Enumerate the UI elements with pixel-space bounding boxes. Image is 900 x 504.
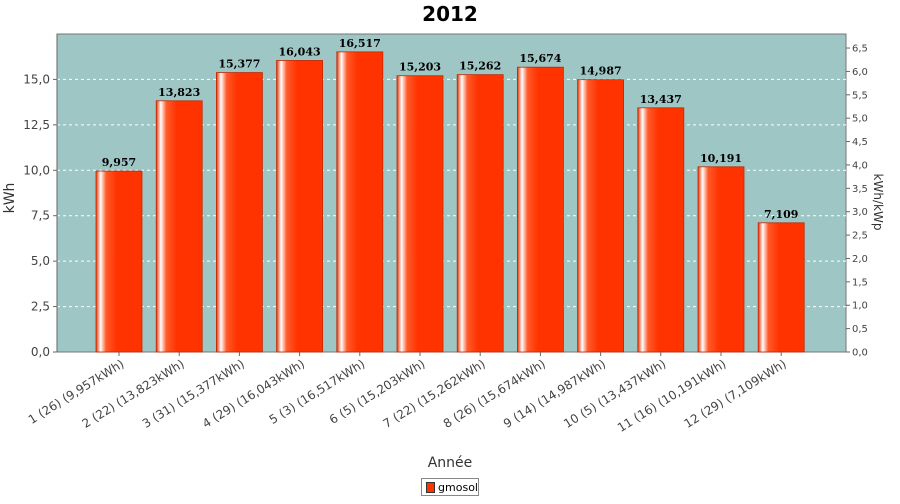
data-label: 14,987 [580, 65, 622, 78]
y2-tick-label: 4,5 [852, 137, 868, 148]
y-axis-label: kWh [2, 183, 18, 214]
bar [336, 51, 384, 353]
y2-tick-label: 4,0 [852, 160, 868, 171]
bar [757, 222, 805, 353]
data-label: 16,043 [279, 45, 321, 58]
legend-swatch [426, 481, 436, 493]
data-label: 13,823 [158, 86, 200, 99]
y2-tick-label: 5,5 [852, 90, 868, 101]
x-tick-label: 8 (26) (15,674kWh) [441, 357, 548, 431]
x-axis-label: Année [428, 455, 473, 471]
y2-axis-label: kWh/kWp [871, 174, 885, 231]
bar [215, 72, 263, 353]
y2-tick-label: 0,0 [852, 348, 868, 359]
bar [697, 166, 745, 353]
y-tick-label: 2,5 [31, 300, 50, 314]
y-tick-label: 5,0 [31, 254, 50, 268]
data-label: 16,517 [339, 37, 381, 50]
y2-tick-label: 3,0 [852, 207, 868, 218]
bar [456, 74, 504, 353]
y-tick-label: 0,0 [31, 345, 50, 359]
x-tick-label: 7 (22) (15,262kWh) [381, 357, 488, 431]
data-label: 9,957 [102, 156, 136, 169]
bar [155, 100, 203, 353]
chart-title: 2012 [422, 2, 478, 26]
y-tick-label: 15,0 [23, 72, 50, 86]
data-label: 15,203 [399, 61, 441, 74]
y-tick-label: 12,5 [23, 118, 50, 132]
x-tick-label: 11 (16) (10,191kWh) [615, 357, 729, 435]
x-tick-label: 4 (29) (16,043kWh) [200, 357, 307, 431]
data-label: 13,437 [640, 93, 682, 106]
y2-tick-label: 0,5 [852, 324, 868, 335]
bar [396, 75, 444, 353]
legend-label: gmosol [438, 480, 478, 494]
y2-tick-label: 6,0 [852, 67, 868, 78]
y2-tick-label: 1,0 [852, 301, 868, 312]
data-label: 15,262 [459, 60, 501, 73]
bar [637, 107, 685, 353]
y2-tick-label: 3,5 [852, 184, 868, 195]
data-labels: 9,957 13,823 15,377 16,043 16,517 15,203 15,26… [102, 37, 799, 221]
data-label: 10,191 [700, 152, 742, 165]
x-tick-label: 1 (26) (9,957kWh) [26, 357, 127, 427]
y-tick-label: 10,0 [23, 163, 50, 177]
bar [577, 79, 624, 353]
bars [95, 51, 805, 353]
x-tick-label: 2 (22) (13,823kWh) [80, 357, 187, 431]
y-tick-label: 7,5 [31, 209, 50, 223]
bar [276, 60, 324, 353]
y2-tick-label: 1,5 [852, 277, 868, 288]
data-label: 15,674 [519, 52, 561, 65]
x-axis: 1 (26) (9,957kWh)2 (22) (13,823kWh)3 (31… [26, 352, 789, 435]
y2-tick-label: 2,0 [852, 254, 868, 265]
legend: gmosol [421, 478, 479, 496]
x-tick-label: 12 (29) (7,109kWh) [682, 357, 789, 431]
y-axis-left: 0,0 2,5 5,0 7,5 10,0 12,5 15,0 [23, 34, 58, 359]
bar [95, 170, 143, 353]
x-tick-label: 10 (5) (13,437kWh) [561, 357, 668, 431]
x-tick-label: 3 (31) (15,377kWh) [140, 357, 247, 431]
data-label: 7,109 [764, 208, 798, 221]
y2-tick-label: 6,5 [852, 44, 868, 55]
x-tick-label: 9 (14) (14,987kWh) [501, 357, 608, 431]
y-axis-right: 0,0 0,5 1,0 1,5 2,0 2,5 3,0 3,5 4,0 4,5 5,0 5,5 6,0 6… [846, 44, 868, 359]
y2-tick-label: 2,5 [852, 231, 868, 242]
y2-tick-label: 5,0 [852, 114, 868, 125]
data-label: 15,377 [218, 58, 260, 71]
bar [517, 66, 564, 353]
